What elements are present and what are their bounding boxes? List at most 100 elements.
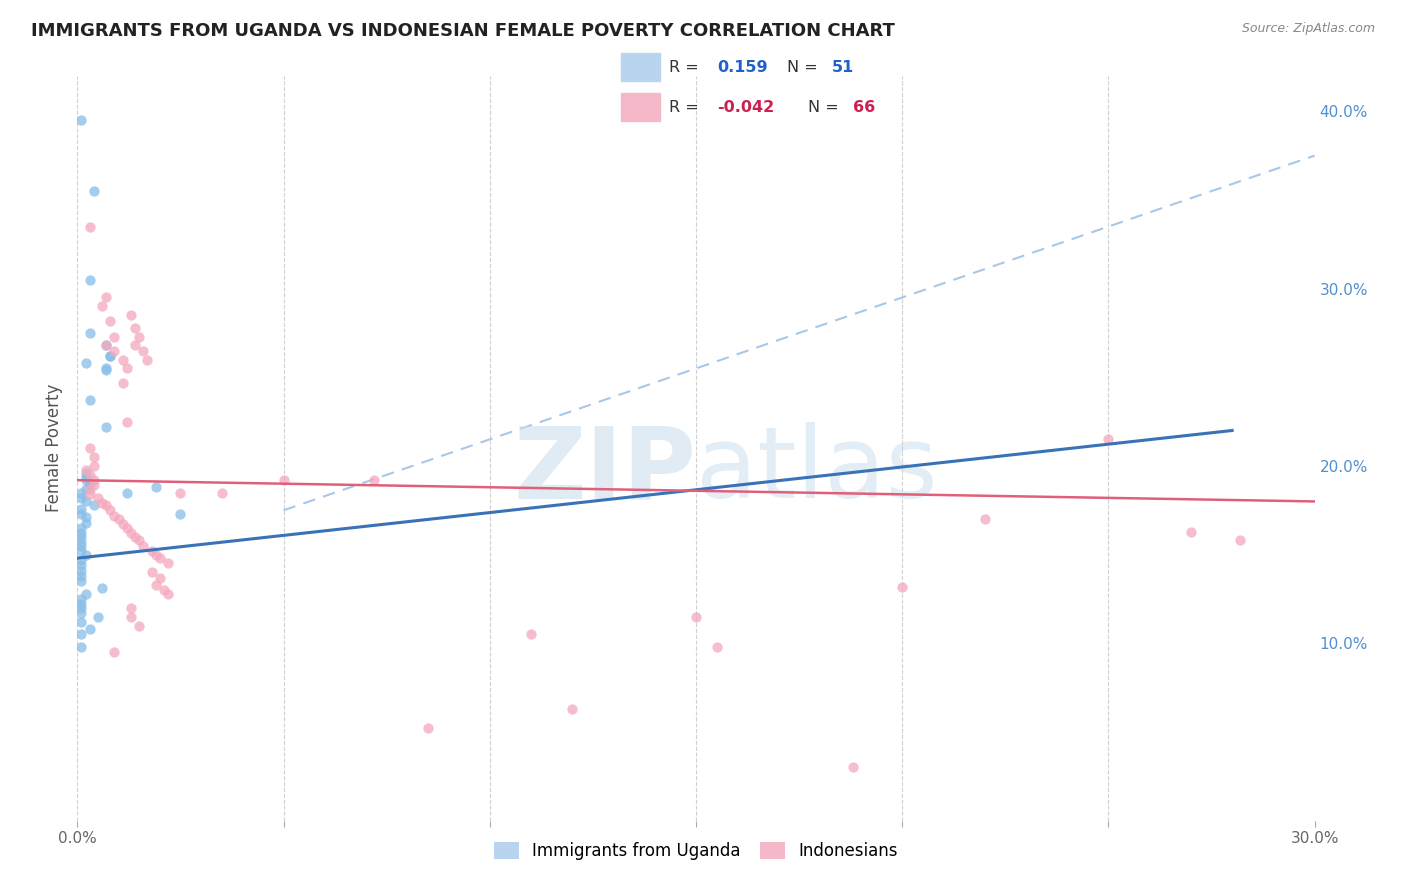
Point [83,473,105,487]
Point [70,539,93,553]
Point [70,507,93,521]
Point [128,329,150,343]
Point [79,273,101,287]
Point [973,512,995,526]
Point [79,442,101,455]
Point [149,551,172,566]
Point [96,338,118,352]
Point [153,583,176,598]
Point [273,473,295,487]
Point [75,510,97,524]
Point [75,587,97,601]
Point [96,291,118,305]
Point [75,466,97,480]
Point [145,578,167,592]
Point [124,530,146,544]
Point [70,564,93,578]
Text: R =: R = [669,100,704,115]
Point [79,393,101,408]
Point [70,501,93,516]
Text: IMMIGRANTS FROM UGANDA VS INDONESIAN FEMALE POVERTY CORRELATION CHART: IMMIGRANTS FROM UGANDA VS INDONESIAN FEM… [31,22,894,40]
Point [87,609,110,624]
Point [115,521,138,535]
Point [70,597,93,611]
Point [98,503,121,517]
Point [79,219,101,234]
Point [1180,524,1202,539]
Point [96,361,118,376]
Point [83,458,105,473]
Point [79,476,101,491]
Point [96,498,118,512]
Point [83,498,105,512]
Point [149,571,172,585]
Text: N =: N = [787,60,823,75]
Point [363,473,385,487]
Point [70,553,93,567]
Point [96,420,118,434]
Text: 66: 66 [853,100,876,115]
Point [70,591,93,606]
Point [70,558,93,573]
Point [157,587,180,601]
Point [157,557,180,571]
Point [79,482,101,496]
FancyBboxPatch shape [620,93,659,120]
Legend: Immigrants from Uganda, Indonesians: Immigrants from Uganda, Indonesians [485,833,907,868]
Point [169,507,191,521]
Point [75,516,97,530]
Text: N =: N = [808,100,844,115]
Point [136,352,159,367]
Point [103,343,125,358]
Point [75,462,97,476]
Point [141,544,163,558]
Point [70,640,93,654]
Point [141,566,163,580]
Point [70,606,93,620]
Point [120,600,142,615]
Point [70,535,93,549]
Point [96,363,118,377]
Point [1229,533,1251,548]
Point [70,600,93,615]
Point [75,469,97,483]
Point [70,521,93,535]
Point [103,329,125,343]
Point [124,320,146,334]
Point [70,485,93,500]
Point [685,609,707,624]
Point [132,539,155,553]
Point [128,618,150,632]
Point [75,548,97,562]
Point [70,544,93,558]
Point [70,627,93,641]
Point [416,722,439,736]
Point [111,352,134,367]
Point [91,299,114,313]
Point [87,491,110,505]
Point [115,415,138,429]
Point [128,533,150,548]
Point [91,582,114,596]
Point [79,326,101,340]
Text: 0.159: 0.159 [717,60,768,75]
Point [124,338,146,352]
Y-axis label: Female Poverty: Female Poverty [45,384,63,512]
Text: Source: ZipAtlas.com: Source: ZipAtlas.com [1241,22,1375,36]
Text: 51: 51 [832,60,855,75]
Point [79,467,101,482]
Point [83,450,105,464]
Point [115,361,138,376]
Point [103,508,125,523]
Point [75,473,97,487]
FancyBboxPatch shape [620,54,659,81]
Point [169,485,191,500]
Point [120,526,142,541]
Point [79,622,101,636]
Point [111,376,134,390]
Point [98,349,121,363]
Point [91,496,114,510]
Point [98,349,121,363]
Point [145,480,167,494]
Point [841,760,863,774]
